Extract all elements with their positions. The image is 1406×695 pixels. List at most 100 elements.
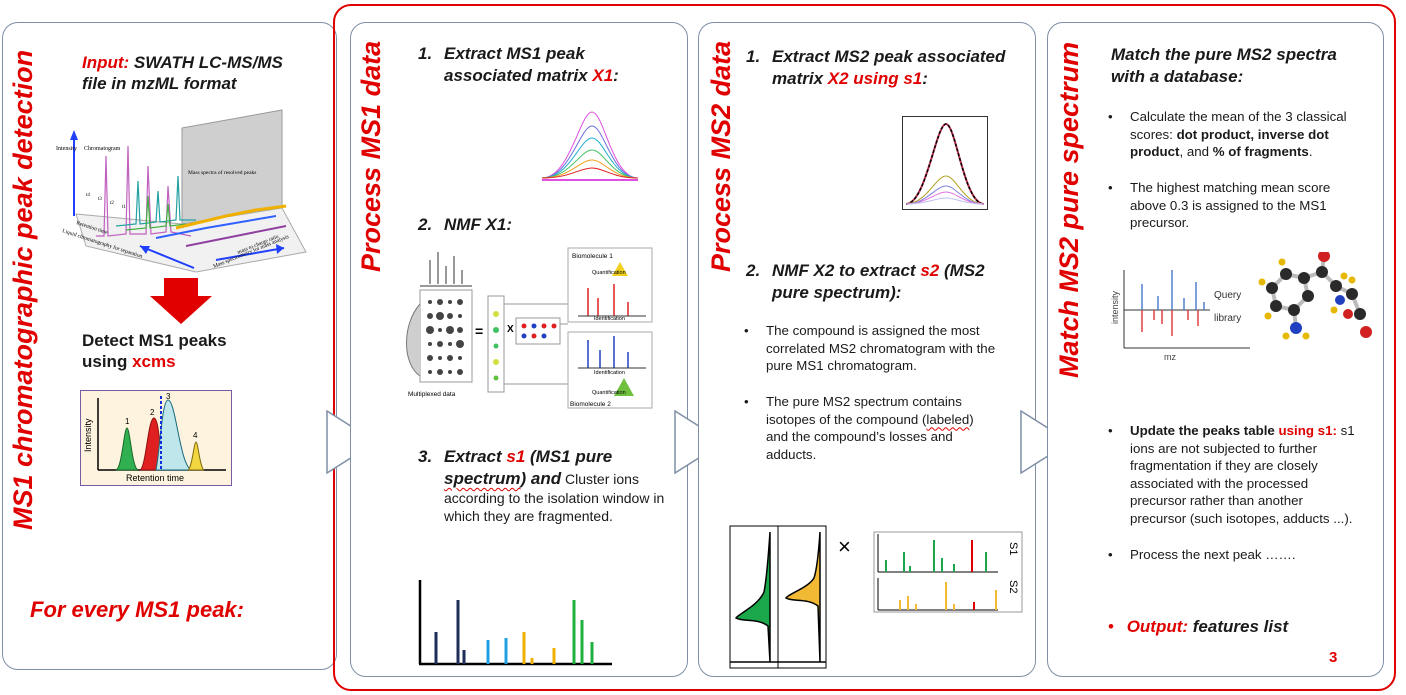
p3-step1-l1: Extract MS2 peak associated [772,47,1006,66]
mirror-xlabel: mz [1164,352,1176,362]
mirror-ylabel: intensity [1110,290,1120,324]
p3-step2-l2: pure spectrum): [772,283,902,302]
quant1-label: Quantification [592,270,626,276]
p4-b3-s1: s1 [1336,423,1355,438]
bio2-label: Biomolecule 2 [570,401,611,408]
nmf-times: X [507,324,514,335]
p4-b3-l5: precursor rather than another [1130,493,1303,508]
p4-output-label: Output: [1126,617,1189,636]
times-symbol: × [838,534,851,559]
p4-head-l1: Match the pure MS2 spectra [1111,45,1337,64]
p4-bullet2-dot: • [1108,180,1113,195]
intensity-label: Intensity [56,146,77,152]
panel1-title: MS1 chromatographic peak detection [8,49,38,530]
p2-step1-l2-pre: associated matrix [444,66,593,85]
p2-step1-colon: : [613,66,619,85]
p2-step1-l1: Extract MS1 peak [444,44,585,63]
ident2-label: Identification [594,370,625,376]
p4-head-l2: with a database: [1111,67,1244,86]
peaks-xlabel: Retention time [126,473,184,483]
chevron-3 [1020,410,1072,474]
p3-step1-x2: X2 using s1 [827,69,923,88]
chromatogram-trace [96,145,192,237]
s2-label: S2 [1007,580,1019,593]
retention-arrow-line [139,245,195,269]
mass-spectra-label: Mass spectra of resolved peaks [188,169,256,176]
p2-step3-and: ) and [520,469,562,488]
p4-b2-l3: precursor. [1130,215,1190,230]
p2-step3-l3: according to the isolation window in [444,490,665,506]
nmf-equals: = [475,323,483,339]
p4-bullet3-dot: • [1108,423,1113,438]
for-every-peak: For every MS1 peak: [30,597,244,622]
t2-label: t2 [110,201,114,206]
input-line1: Input: SWATH LC-MS/MS [82,53,283,73]
p4-b1-period: . [1308,144,1313,159]
input-line2: file in mzML format [82,74,237,93]
lcms-3d-figure: Intensity Chromatogram Mass spectra of r… [56,109,307,273]
p4-b2-l1: The highest matching mean score [1130,180,1331,195]
ms2-matrix-traces [902,116,988,210]
mz-arrow [276,244,284,254]
p3-step1-matrix: matrix [772,69,828,88]
p2-step2-num: 2. [418,215,433,234]
p3-step2-pre: NMF X2 to extract [772,261,921,280]
back-plane [181,109,283,225]
p2-step3-l2: spectrum) and Cluster ions [444,468,639,490]
p4-b3-l1: Update the peaks table using s1: s1 [1130,422,1355,440]
yellow-ridge [175,204,287,230]
p3-b2-l2-post: ) [969,411,974,427]
p2-step3-l1: Extract s1 (MS1 pure [444,446,612,468]
page-number: 3 [1329,649,1338,666]
ms1-matrix-traces [541,111,639,181]
p3-b2-labeled: labeled [926,411,970,427]
p2-step1-num: 1. [418,44,433,63]
query-label: Query [1214,290,1241,301]
p3-step1-l2: matrix X2 using s1: [772,68,928,90]
p4-b3-l2: ions are not subjected to further [1130,440,1318,456]
blue-ridge [155,215,277,239]
p3-bullet1-dot: • [744,323,749,338]
red-group-frame [333,4,1396,691]
p3-b1-l2: correlated MS2 chromatogram with the [766,340,996,356]
spectrum-trace-teal [115,175,196,227]
p3-b2-l4: adducts. [766,446,817,462]
p4-b4-text: Process the next peak ……. [1130,547,1296,562]
ms2-nmf-figure: × S1 S2 [729,525,1023,669]
p3-b2-l3: and the compound’s losses and [766,429,953,444]
quant2-label: Quantification [592,390,626,396]
p4-b1-l3: product, and % of fragments. [1130,143,1313,161]
panel4-title: Match MS2 pure spectrum [1054,41,1084,378]
p4-b3-l6: precursor (such isotopes, adducts ...). [1130,510,1353,526]
p4-b3-update: Update the peaks table [1130,423,1279,438]
p4-b1-product: product [1130,144,1180,159]
p4-output: • Output: features list [1108,617,1288,637]
t3-label: t3 [98,197,102,202]
cluster-bar-plot [418,580,612,666]
p4-output-bullet: • [1108,617,1114,636]
p4-bullet1-dot: • [1108,109,1113,124]
p4-b1-l2: scores: dot product, inverse dot [1130,126,1329,144]
molecule-image [1258,252,1372,340]
peak-label-1: 1 [125,417,130,426]
panel2-title: Process MS1 data [356,40,386,272]
p4-bullet4-dot: • [1108,547,1113,562]
spectrum-trace-green [125,195,187,231]
panel-match-ms2 [1047,22,1384,677]
nmf-figure: Multiplexed data = X Biomolecule 1 Quant… [406,247,653,409]
chromatogram-label: Chromatogram [84,146,121,152]
down-arrow [150,278,212,324]
p4-b1-scores: scores: [1130,126,1177,142]
detect-using: using [82,352,133,371]
t1-label: t1 [122,205,126,210]
mz-arrow-line [215,247,285,261]
multiplexed-label: Multiplexed data [408,391,456,398]
p3-step2-l1: NMF X2 to extract s2 (MS2 [772,260,985,282]
p3-b2-l2-pre: isotopes of the compound ( [766,411,927,427]
t4-label: t4 [86,193,90,198]
detect-line1: Detect MS1 peaks [82,331,227,350]
detect-line2: using xcms [82,352,176,372]
p2-step3-num: 3. [418,447,433,466]
p3-step1-colon: : [922,69,928,88]
ms1-peaks-figure: Intensity Retention time 1 2 3 4 [80,390,232,486]
